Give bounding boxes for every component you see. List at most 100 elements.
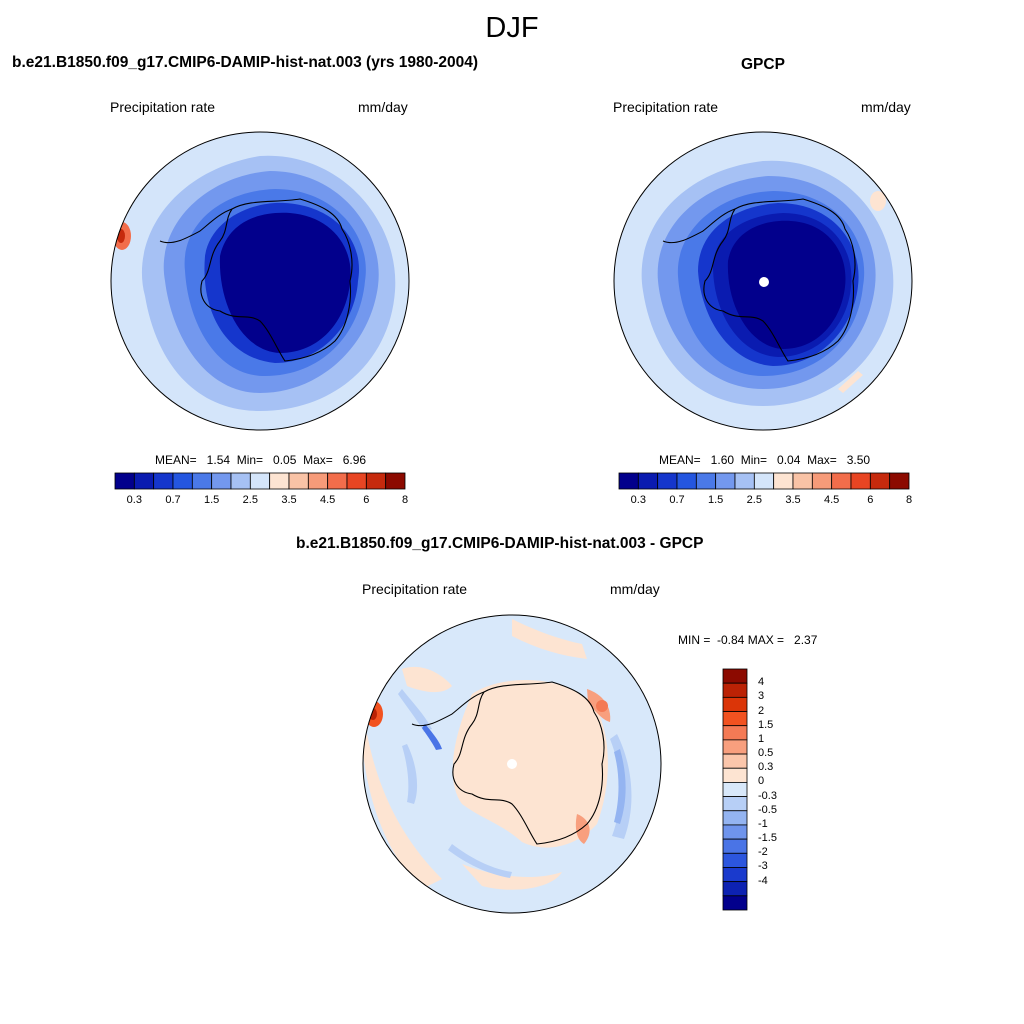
colorbar-tick-label: 4.5 xyxy=(824,494,840,506)
panel-title-model: b.e21.B1850.f09_g17.CMIP6-DAMIP-hist-nat… xyxy=(12,54,479,71)
colorbar-swatch xyxy=(211,472,232,490)
panel-title-difference: b.e21.B1850.f09_g17.CMIP6-DAMIP-hist-nat… xyxy=(296,535,704,552)
colorbar-swatch xyxy=(695,472,717,490)
colorbar-difference xyxy=(722,668,748,911)
colorbar-tick-label: 1.5 xyxy=(204,494,220,506)
colorbar-swatch xyxy=(722,668,748,684)
colorbar-tick-label: -0.3 xyxy=(758,789,777,802)
colorbar-swatch xyxy=(722,852,748,868)
colorbar-tick-label: 8 xyxy=(905,494,913,506)
polar-map-model xyxy=(110,131,410,431)
colorbar-swatch xyxy=(365,472,387,490)
units-label-model: mm/day xyxy=(358,99,408,115)
variable-label-model: Precipitation rate xyxy=(110,99,216,115)
colorbar-swatch xyxy=(722,810,748,826)
variable-label-difference: Precipitation rate xyxy=(362,581,468,597)
colorbar-swatch xyxy=(722,796,748,812)
colorbar-swatch xyxy=(734,472,755,490)
colorbar-tick-label: 2.5 xyxy=(746,494,762,506)
stats-difference: MIN = -0.84 MAX = 2.37 xyxy=(678,633,818,647)
colorbar-swatch xyxy=(850,472,871,490)
colorbar-tick-label: 2.5 xyxy=(242,494,258,506)
polar-map-difference xyxy=(362,614,662,914)
colorbar-tick-label: 0 xyxy=(758,775,765,788)
colorbar-swatch xyxy=(153,472,174,490)
colorbar-swatch xyxy=(346,472,367,490)
colorbar-tick-label: -2 xyxy=(758,846,768,859)
variable-label-gpcp: Precipitation rate xyxy=(613,99,719,115)
colorbar-swatch xyxy=(722,838,748,854)
colorbar-swatch xyxy=(288,472,309,490)
colorbar-model xyxy=(114,472,406,490)
colorbar-swatch xyxy=(722,895,748,911)
colorbar-swatch xyxy=(269,472,290,490)
colorbar-tick-label: 4 xyxy=(758,676,765,689)
colorbar-tick-label: 0.3 xyxy=(758,761,774,774)
colorbar-swatch xyxy=(715,472,736,490)
colorbar-swatch xyxy=(811,472,833,490)
colorbar-swatch xyxy=(722,696,748,712)
colorbar-swatch xyxy=(722,881,748,897)
stats-gpcp: MEAN= 1.60 Min= 0.04 Max= 3.50 xyxy=(659,453,871,467)
colorbar-swatch xyxy=(249,472,271,490)
colorbar-swatch xyxy=(831,472,852,490)
colorbar-tick-label: 1.5 xyxy=(758,718,774,731)
colorbar-swatch xyxy=(889,472,910,490)
season-title: DJF xyxy=(485,12,539,44)
colorbar-swatch xyxy=(114,472,135,490)
colorbar-tick-label: -4 xyxy=(758,874,768,887)
colorbar-swatch xyxy=(722,739,748,755)
colorbar-swatch xyxy=(722,782,748,797)
colorbar-tick-label: 4.5 xyxy=(320,494,336,506)
colorbar-tick-label: 0.3 xyxy=(630,494,646,506)
colorbar-swatch xyxy=(722,824,748,840)
colorbar-ticks-difference: 4 3 2 1.5 1 0.5 0.3 0 -0.3 -0.5 -1 -1.5 -2 -3 -4 xyxy=(758,669,798,910)
colorbar-swatch xyxy=(172,472,193,490)
colorbar-gpcp xyxy=(618,472,910,490)
colorbar-swatch xyxy=(722,767,748,783)
colorbar-tick-label: 0.7 xyxy=(165,494,181,506)
colorbar-tick-label: 1.5 xyxy=(708,494,724,506)
colorbar-swatch xyxy=(657,472,678,490)
colorbar-swatch xyxy=(722,867,748,883)
colorbar-swatch xyxy=(385,472,406,490)
colorbar-swatch xyxy=(773,472,794,490)
colorbar-swatch xyxy=(307,472,329,490)
panel-title-gpcp: GPCP xyxy=(741,56,785,73)
colorbar-tick-label: -1.5 xyxy=(758,832,777,845)
colorbar-swatch xyxy=(191,472,213,490)
colorbar-swatch xyxy=(327,472,348,490)
colorbar-ticks-gpcp: 0.3 0.7 1.5 2.5 3.5 4.5 6 8 xyxy=(619,494,913,508)
colorbar-swatch xyxy=(753,472,775,490)
colorbar-tick-label: 3.5 xyxy=(281,494,297,506)
colorbar-tick-label: 0.5 xyxy=(758,747,774,760)
colorbar-tick-label: 6 xyxy=(867,494,874,506)
colorbar-tick-label: 8 xyxy=(401,494,409,506)
colorbar-swatch xyxy=(618,472,639,490)
colorbar-swatch xyxy=(792,472,813,490)
units-label-difference: mm/day xyxy=(610,581,660,597)
colorbar-tick-label: 0.7 xyxy=(669,494,685,506)
colorbar-swatch xyxy=(722,711,748,727)
colorbar-tick-label: -1 xyxy=(758,817,768,830)
colorbar-tick-label: 3 xyxy=(758,690,765,703)
colorbar-tick-label: 0.3 xyxy=(126,494,142,506)
colorbar-swatch xyxy=(722,725,748,741)
colorbar-tick-label: 2 xyxy=(758,704,765,717)
colorbar-ticks-model: 0.3 0.7 1.5 2.5 3.5 4.5 6 8 xyxy=(115,494,409,508)
polar-map-gpcp xyxy=(613,131,913,431)
colorbar-swatch xyxy=(133,472,155,490)
colorbar-tick-label: -0.5 xyxy=(758,803,777,816)
units-label-gpcp: mm/day xyxy=(861,99,911,115)
colorbar-tick-label: -3 xyxy=(758,860,768,873)
colorbar-swatch xyxy=(869,472,891,490)
stats-model: MEAN= 1.54 Min= 0.05 Max= 6.96 xyxy=(155,453,367,467)
colorbar-tick-label: 1 xyxy=(758,732,765,745)
colorbar-swatch xyxy=(722,753,748,769)
colorbar-swatch xyxy=(676,472,697,490)
colorbar-swatch xyxy=(637,472,659,490)
colorbar-tick-label: 3.5 xyxy=(785,494,801,506)
colorbar-swatch xyxy=(722,682,748,698)
colorbar-swatch xyxy=(230,472,251,490)
colorbar-tick-label: 6 xyxy=(363,494,370,506)
